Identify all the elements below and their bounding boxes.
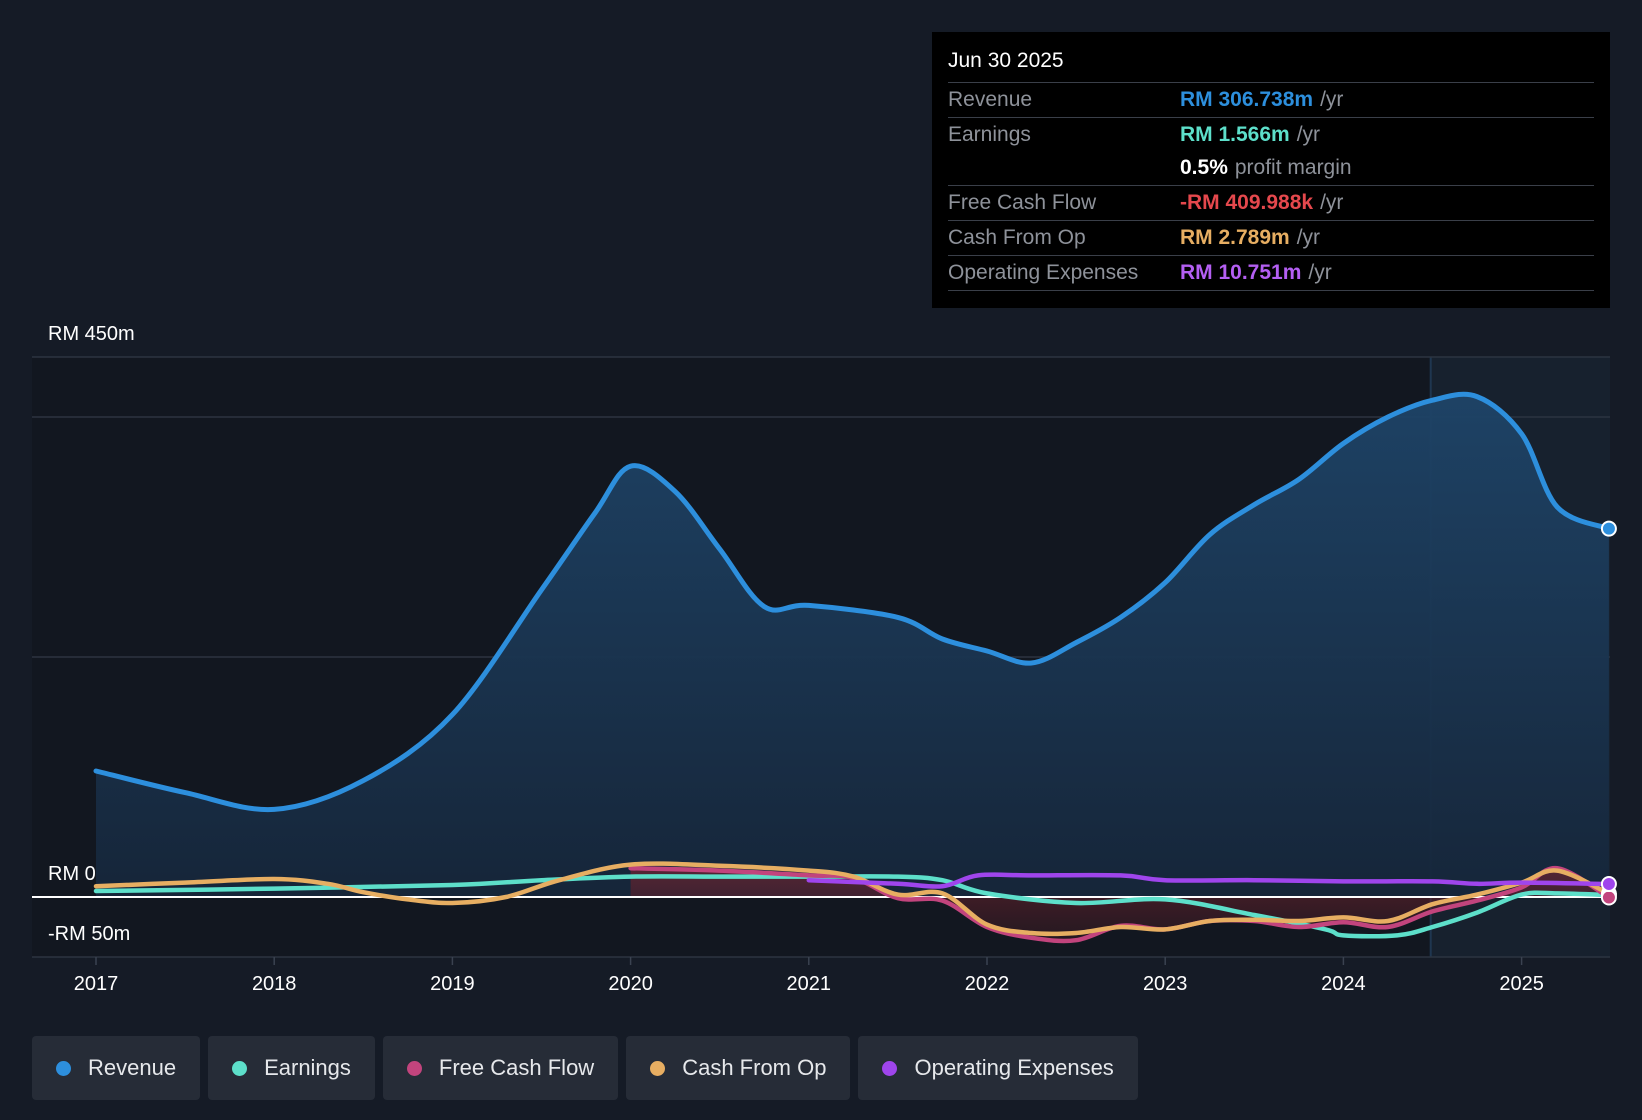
x-tick-label: 2023 (1143, 973, 1188, 995)
tooltip-row-cash-from-op: Cash From Op RM 2.789m /yr (948, 221, 1594, 256)
y-label-bottom: -RM 50m (48, 923, 130, 945)
end-markers (1600, 520, 1617, 906)
legend-label: Cash From Op (682, 1055, 827, 1080)
tooltip-label: Free Cash Flow (948, 191, 1097, 214)
tooltip-label: Cash From Op (948, 226, 1086, 249)
legend-dot-icon (406, 1060, 422, 1076)
tooltip-unit: /yr (1308, 261, 1332, 284)
operating-expenses-line (806, 872, 1612, 889)
legend-item-operating-expenses[interactable]: Operating Expenses (858, 1036, 1138, 1100)
tooltip-label: Revenue (948, 88, 1033, 111)
x-tick-label: 2018 (252, 973, 297, 995)
tooltip-unit: profit margin (1234, 156, 1352, 179)
y-label-zero: RM 0 (48, 863, 96, 885)
legend-label: Earnings (264, 1055, 351, 1080)
tooltip-row-operating-expenses: Operating Expenses RM 10.751m /yr (948, 256, 1594, 291)
tooltip-row-profit-margin: 0.5% profit margin (948, 151, 1594, 186)
legend-item-free-cash-flow[interactable]: Free Cash Flow (382, 1036, 619, 1100)
legend-dot-icon (882, 1060, 898, 1076)
tooltip-value: -RM 409.988k (1180, 191, 1314, 214)
legend: Revenue Earnings Free Cash Flow Cash Fro… (32, 1036, 1138, 1100)
x-tick-label: 2022 (965, 973, 1010, 995)
x-tick-label: 2020 (608, 973, 653, 995)
x-axis-ticks: 2017 2018 2019 2020 2021 2022 2023 2024 2025 (74, 957, 1544, 995)
tooltip-row-earnings: Earnings RM 1.566m /yr (948, 118, 1594, 151)
tooltip-row-revenue: Revenue RM 306.738m /yr (948, 83, 1594, 118)
legend-label: Operating Expenses (914, 1055, 1114, 1080)
legend-dot-icon (650, 1060, 666, 1076)
tooltip-row-free-cash-flow: Free Cash Flow -RM 409.988k /yr (948, 186, 1594, 221)
revenue-end-marker (1600, 520, 1617, 537)
x-tick-label: 2019 (430, 973, 475, 995)
tooltip-label: Earnings (948, 123, 1031, 146)
tooltip-unit: /yr (1296, 226, 1321, 249)
legend-label: Free Cash Flow (438, 1055, 595, 1080)
tooltip-unit: /yr (1320, 191, 1344, 214)
revenue-line (93, 391, 1612, 813)
legend-item-earnings[interactable]: Earnings (208, 1036, 375, 1100)
legend-item-cash-from-op[interactable]: Cash From Op (626, 1036, 851, 1100)
tooltip-unit: /yr (1320, 88, 1344, 111)
axis-layer: RM 450m RM 0 -RM 50m (48, 323, 135, 945)
legend-dot-icon (232, 1060, 248, 1076)
operating-expenses-end-marker (1600, 876, 1617, 893)
x-tick-label: 2025 (1499, 973, 1544, 995)
tooltip-unit: /yr (1296, 123, 1321, 146)
x-tick-label: 2021 (787, 973, 832, 995)
tooltip-panel: Jun 30 2025 Revenue RM 306.738m /yr Earn… (932, 32, 1610, 308)
cash-from-op-line (93, 861, 1612, 937)
tooltip-label (948, 151, 1180, 185)
x-tick-label: 2017 (74, 973, 119, 995)
legend-item-revenue[interactable]: Revenue (32, 1036, 201, 1100)
legend-dot-icon (56, 1060, 71, 1076)
x-tick-label: 2024 (1321, 973, 1366, 995)
tooltip-value: RM 1.566m (1180, 123, 1290, 146)
y-label-top: RM 450m (48, 323, 135, 345)
tooltip-value: 0.5% (1180, 156, 1228, 179)
earnings-line (93, 874, 1612, 939)
tooltip-label: Operating Expenses (948, 261, 1139, 284)
legend-label: Revenue (88, 1055, 177, 1080)
tooltip-value: RM 2.789m (1180, 226, 1290, 249)
free-cash-flow-end-marker (1600, 889, 1617, 906)
series-layer (32, 391, 1612, 944)
tooltip-value: RM 10.751m (1180, 261, 1302, 284)
tooltip-value: RM 306.738m (1180, 88, 1314, 111)
tooltip-date: Jun 30 2025 (948, 46, 1594, 83)
